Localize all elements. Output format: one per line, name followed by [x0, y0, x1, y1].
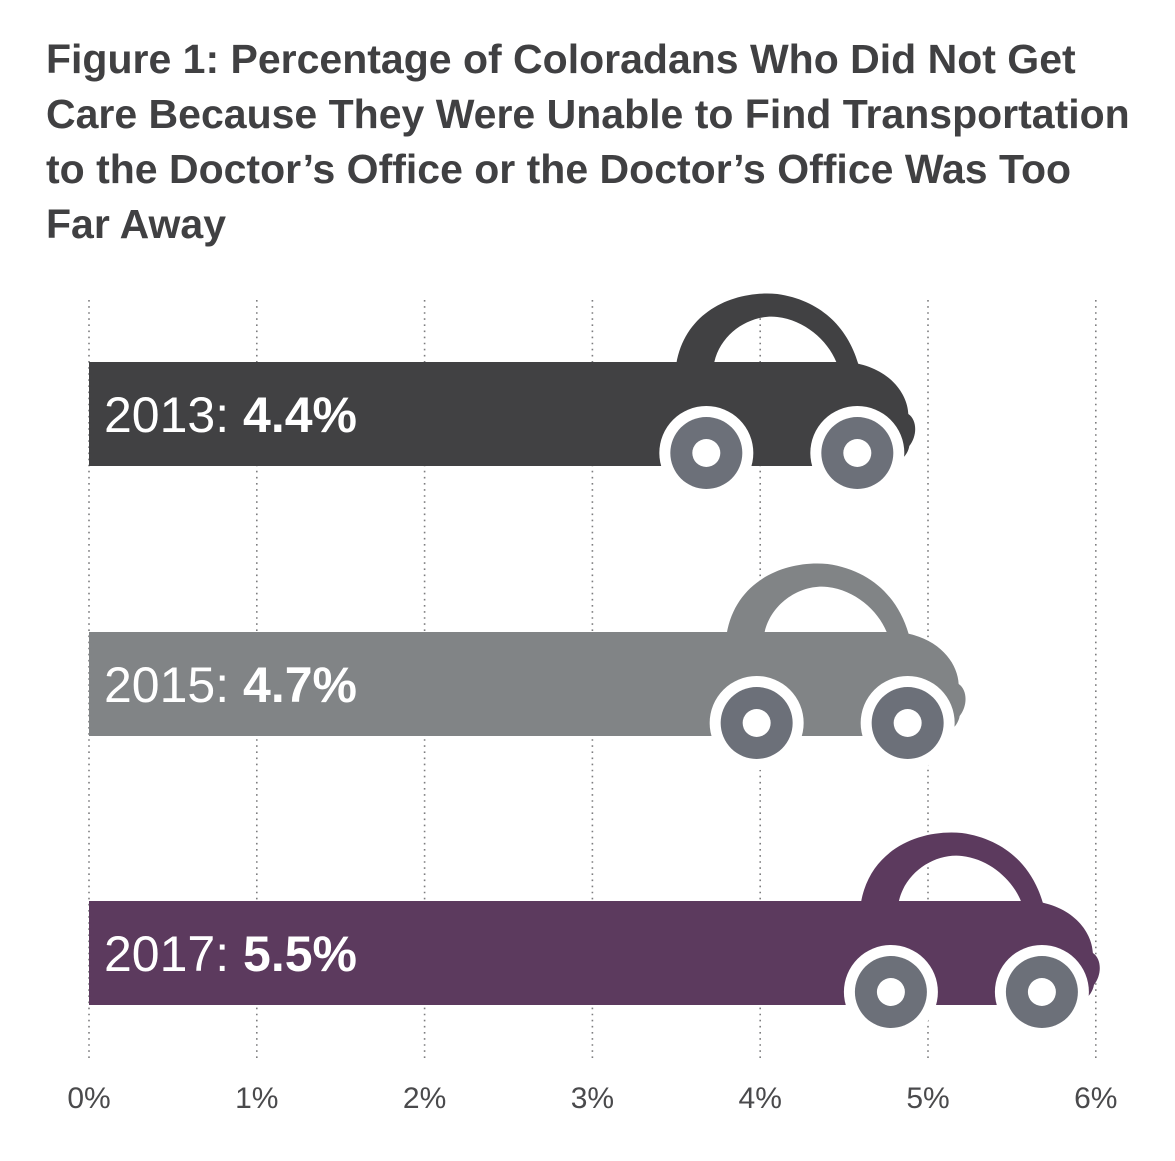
x-tick-label: 3% [571, 1082, 614, 1115]
x-tick-label: 5% [906, 1082, 949, 1115]
bar-data-label: 2015: 4.7% [104, 657, 357, 713]
wheel-hub [1027, 978, 1056, 1006]
chart-title: Figure 1: Percentage of Coloradans Who D… [46, 36, 1130, 247]
wheel-hub [843, 439, 872, 467]
car-roof [860, 832, 1043, 903]
x-tick-label: 4% [739, 1082, 782, 1115]
x-tick-label: 1% [235, 1082, 278, 1115]
bar: 2017: 5.5% [89, 832, 1100, 1039]
car-roof [676, 293, 859, 364]
x-tick-label: 2% [403, 1082, 446, 1115]
x-axis-ticks: 0% 1% 2% 3% 4% 5% 6% [67, 1082, 1117, 1115]
bar-data-label: 2017: 5.5% [104, 926, 357, 982]
wheel-hub [876, 978, 905, 1006]
bar: 2013: 4.4% [89, 293, 916, 500]
bars: 2013: 4.4% 2015: 4.7% 2017: 5.5% [89, 293, 1100, 1039]
wheel-hub [692, 439, 721, 467]
wheel-hub [742, 709, 771, 737]
x-tick-label: 6% [1074, 1082, 1117, 1115]
bar-data-label: 2013: 4.4% [104, 387, 357, 443]
bar: 2015: 4.7% [89, 563, 966, 770]
wheel-hub [893, 709, 922, 737]
car-roof [726, 563, 909, 634]
x-tick-label: 0% [67, 1082, 110, 1115]
